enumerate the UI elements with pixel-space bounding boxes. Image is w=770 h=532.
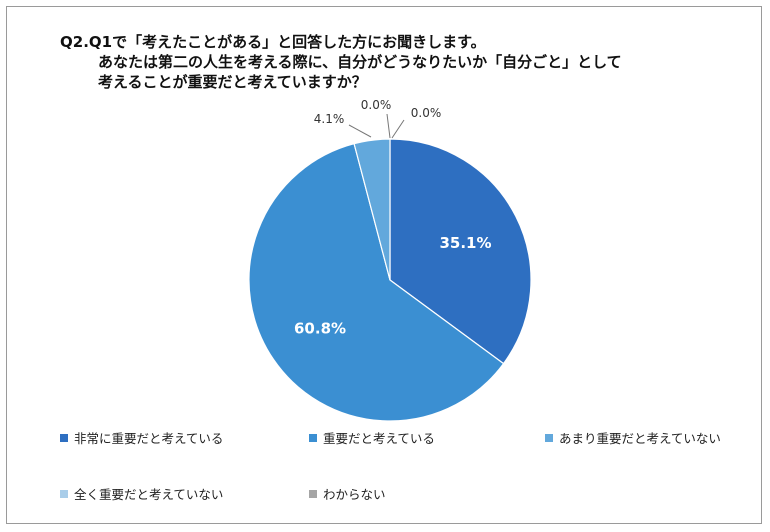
legend-label: 非常に重要だと考えている [74,431,224,446]
pie-slice-important [248,142,505,422]
data-label-important: 60.8% [294,320,346,338]
legend-item-dont-know: わからない [309,484,386,503]
data-label-very-important: 35.1% [439,234,491,252]
legend-item-very-important: 非常に重要だと考えている [60,428,223,447]
chart-title-line3: 考えることが重要だと考えていますか？ [98,73,367,91]
legend-label: 全く重要だと考えていない [74,487,224,502]
data-label-not-important-at-all: 0.0% [361,98,392,112]
legend-swatch [60,489,68,498]
legend-swatch [309,489,317,498]
leader-line-not-very-important [348,124,372,138]
chart-title-line2: あなたは第二の人生を考える際に、自分がどうなりたいか「自分ごと」として [98,53,622,71]
chart-title: Q2.Q1で「考えたことがある」と回答した方にお聞きします。 あなたは第二の人生… [60,32,740,92]
data-label-not-very-important: 4.1% [314,112,345,126]
legend-item-not-important-at-all: 全く重要だと考えていない [60,484,223,503]
pie-slice-not-very-important [353,138,391,281]
pie-slice-very-important [389,138,532,365]
legend-label: わからない [323,487,386,502]
legend-swatch [309,433,317,442]
legend-item-important: 重要だと考えている [309,428,435,447]
leader-line-not-important-at-all [386,113,391,139]
legend-item-not-very-important: あまり重要だと考えていない [545,428,721,447]
chart-title-line1: Q2.Q1で「考えたことがある」と回答した方にお聞きします。 [60,33,486,51]
legend-swatch [545,433,553,442]
data-label-dont-know: 0.0% [411,106,442,120]
legend-label: あまり重要だと考えていない [559,431,721,446]
legend-swatch [60,433,68,442]
legend-label: 重要だと考えている [323,431,435,446]
leader-line-dont-know [391,119,405,139]
